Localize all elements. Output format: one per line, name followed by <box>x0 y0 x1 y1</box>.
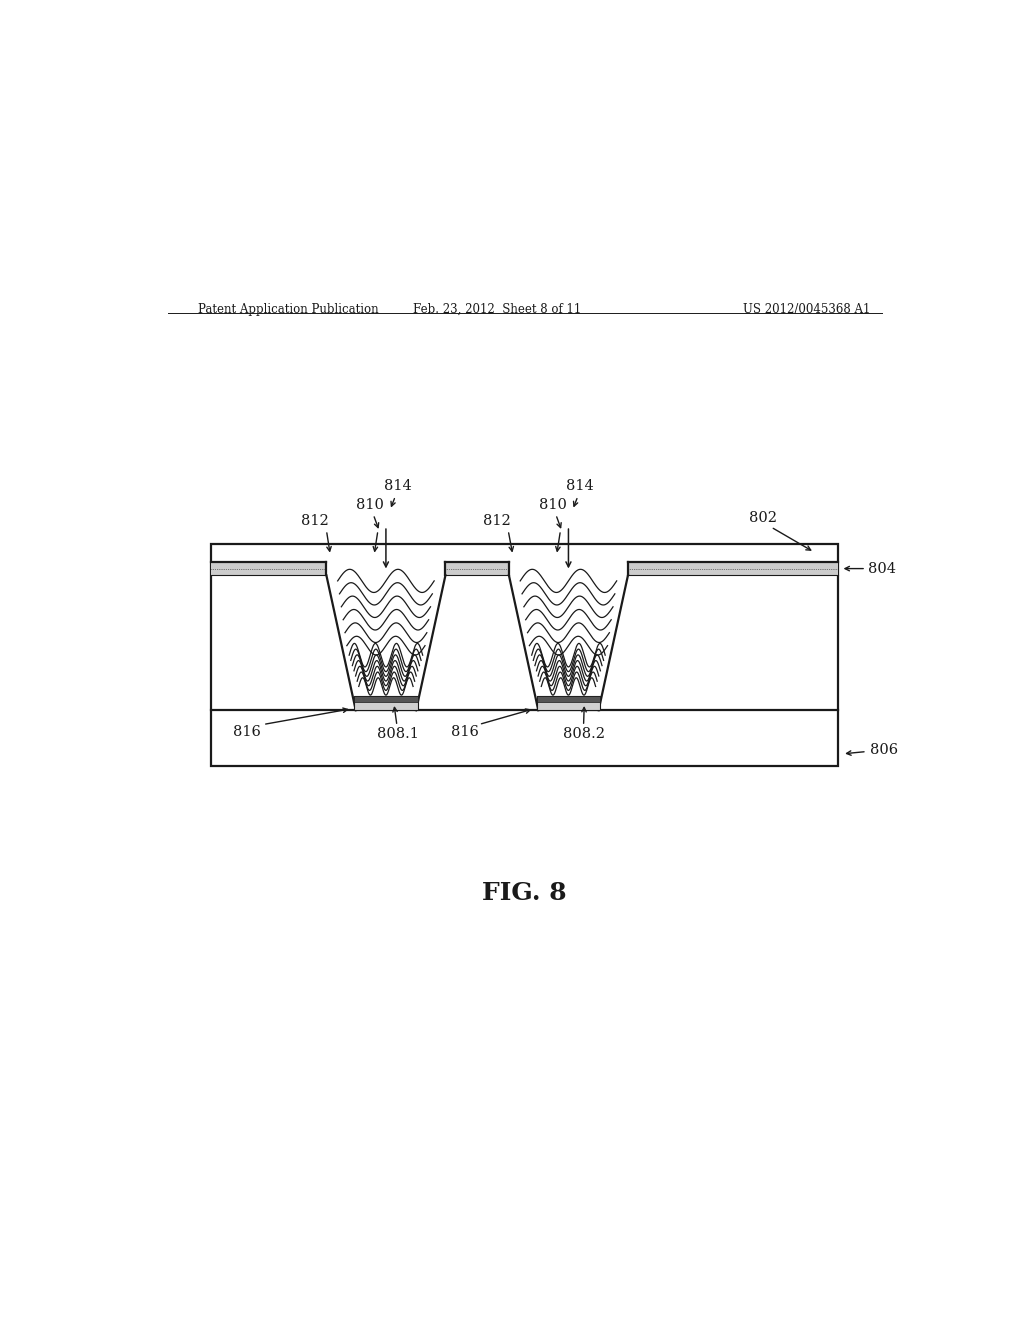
Text: 812: 812 <box>301 513 329 528</box>
Text: Feb. 23, 2012  Sheet 8 of 11: Feb. 23, 2012 Sheet 8 of 11 <box>413 304 582 315</box>
Text: 814: 814 <box>566 479 594 494</box>
Text: 808.2: 808.2 <box>563 727 605 741</box>
Text: 810: 810 <box>539 498 566 512</box>
Text: 804: 804 <box>868 561 896 576</box>
Bar <box>211 544 839 766</box>
Text: US 2012/0045368 A1: US 2012/0045368 A1 <box>742 304 870 315</box>
Bar <box>628 562 839 576</box>
Bar <box>537 696 600 710</box>
Text: FIG. 8: FIG. 8 <box>482 880 567 904</box>
Text: 814: 814 <box>384 479 412 494</box>
Text: 816: 816 <box>452 726 479 739</box>
Bar <box>354 696 418 702</box>
Text: 812: 812 <box>483 513 511 528</box>
Bar <box>354 696 418 710</box>
Text: 810: 810 <box>356 498 384 512</box>
Text: 816: 816 <box>233 726 261 739</box>
Bar <box>445 562 509 576</box>
Bar <box>211 562 327 576</box>
Text: 808.1: 808.1 <box>377 727 419 741</box>
Text: 802: 802 <box>749 511 777 525</box>
Text: 806: 806 <box>870 743 898 756</box>
Bar <box>537 696 600 702</box>
Text: Patent Application Publication: Patent Application Publication <box>198 304 379 315</box>
